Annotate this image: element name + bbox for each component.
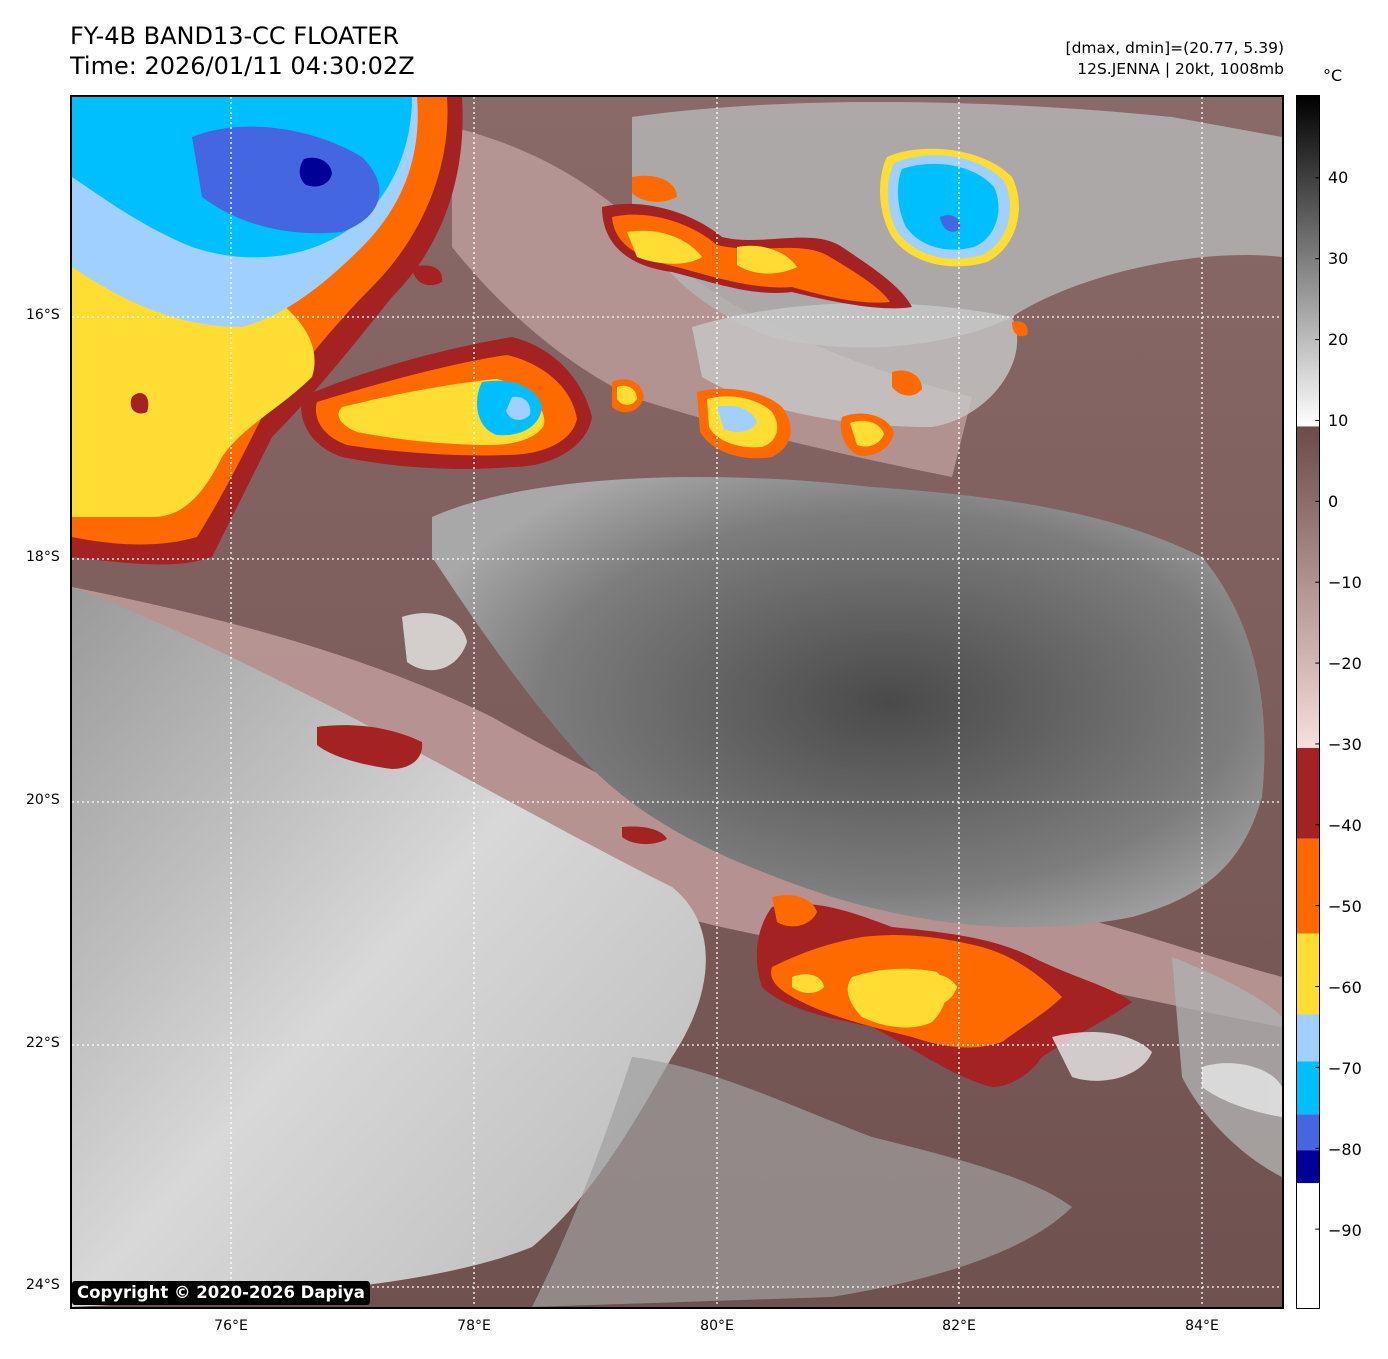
cb-tick-minus40: −40 (1328, 816, 1362, 835)
dmax-dmin-readout: [dmax, dmin]=(20.77, 5.39) (1065, 39, 1284, 57)
cb-tick-0: 0 (1328, 492, 1339, 511)
cb-tick-minus30: −30 (1328, 735, 1362, 754)
colorbar (1296, 95, 1320, 1309)
lon-label-82e: 82°E (942, 1318, 976, 1334)
lat-label-18s: 18°S (26, 549, 60, 565)
cb-segment-lightblue (1297, 1014, 1319, 1062)
colorbar-unit: °C (1323, 66, 1343, 85)
convective-cells-north (602, 148, 1019, 309)
cb-segment-orange (1297, 838, 1319, 934)
lat-label-22s: 22°S (26, 1035, 60, 1051)
convective-cells-mid-east (612, 321, 1028, 459)
cb-segment-royalblue (1297, 1114, 1319, 1151)
satellite-image-panel (70, 95, 1284, 1309)
cb-tick-marks (1315, 177, 1319, 1230)
cb-segment-white (1297, 1183, 1319, 1308)
cb-tick-minus90: −90 (1328, 1221, 1362, 1240)
scattered-cells (317, 265, 667, 845)
cb-segment-darkred (1297, 747, 1319, 839)
cb-tick-30: 30 (1328, 249, 1349, 268)
chart-title: FY-4B BAND13-CC FLOATER (70, 22, 400, 50)
cb-tick-40: 40 (1328, 168, 1349, 187)
cb-segment-brown (1297, 426, 1319, 748)
gray-cloud-south (532, 1057, 1072, 1307)
chart-time: Time: 2026/01/11 04:30:02Z (70, 52, 415, 80)
lon-label-84e: 84°E (1185, 1318, 1219, 1334)
cb-segment-cyan (1297, 1061, 1319, 1115)
gray-streak-north (692, 303, 1018, 427)
cb-tick-minus70: −70 (1328, 1059, 1362, 1078)
satellite-imagery (72, 97, 1282, 1307)
cb-segment-yellow (1297, 933, 1319, 1015)
cb-tick-minus60: −60 (1328, 978, 1362, 997)
cb-segment-gray (1297, 96, 1319, 427)
cb-tick-minus20: −20 (1328, 654, 1362, 673)
cold-cloud-northwest (72, 97, 463, 565)
gray-cloud-center (432, 477, 1265, 928)
convective-cluster-south (756, 895, 1132, 1087)
cb-tick-minus80: −80 (1328, 1140, 1362, 1159)
lon-label-78e: 78°E (457, 1318, 491, 1334)
copyright-badge: Copyright © 2020-2026 Dapiya (72, 1281, 370, 1305)
bright-cloud-patches (402, 613, 1282, 1117)
cb-tick-20: 20 (1328, 330, 1349, 349)
lat-label-20s: 20°S (26, 792, 60, 808)
lon-label-76e: 76°E (214, 1318, 248, 1334)
lat-label-24s: 24°S (26, 1277, 60, 1293)
lon-label-80e: 80°E (700, 1318, 734, 1334)
convective-band-mid (301, 337, 592, 469)
cb-segment-navy (1297, 1150, 1319, 1184)
cb-tick-10: 10 (1328, 411, 1349, 430)
lat-label-16s: 16°S (26, 307, 60, 323)
storm-info: 12S.JENNA | 20kt, 1008mb (1077, 60, 1284, 78)
cb-tick-minus50: −50 (1328, 897, 1362, 916)
cb-tick-minus10: −10 (1328, 573, 1362, 592)
